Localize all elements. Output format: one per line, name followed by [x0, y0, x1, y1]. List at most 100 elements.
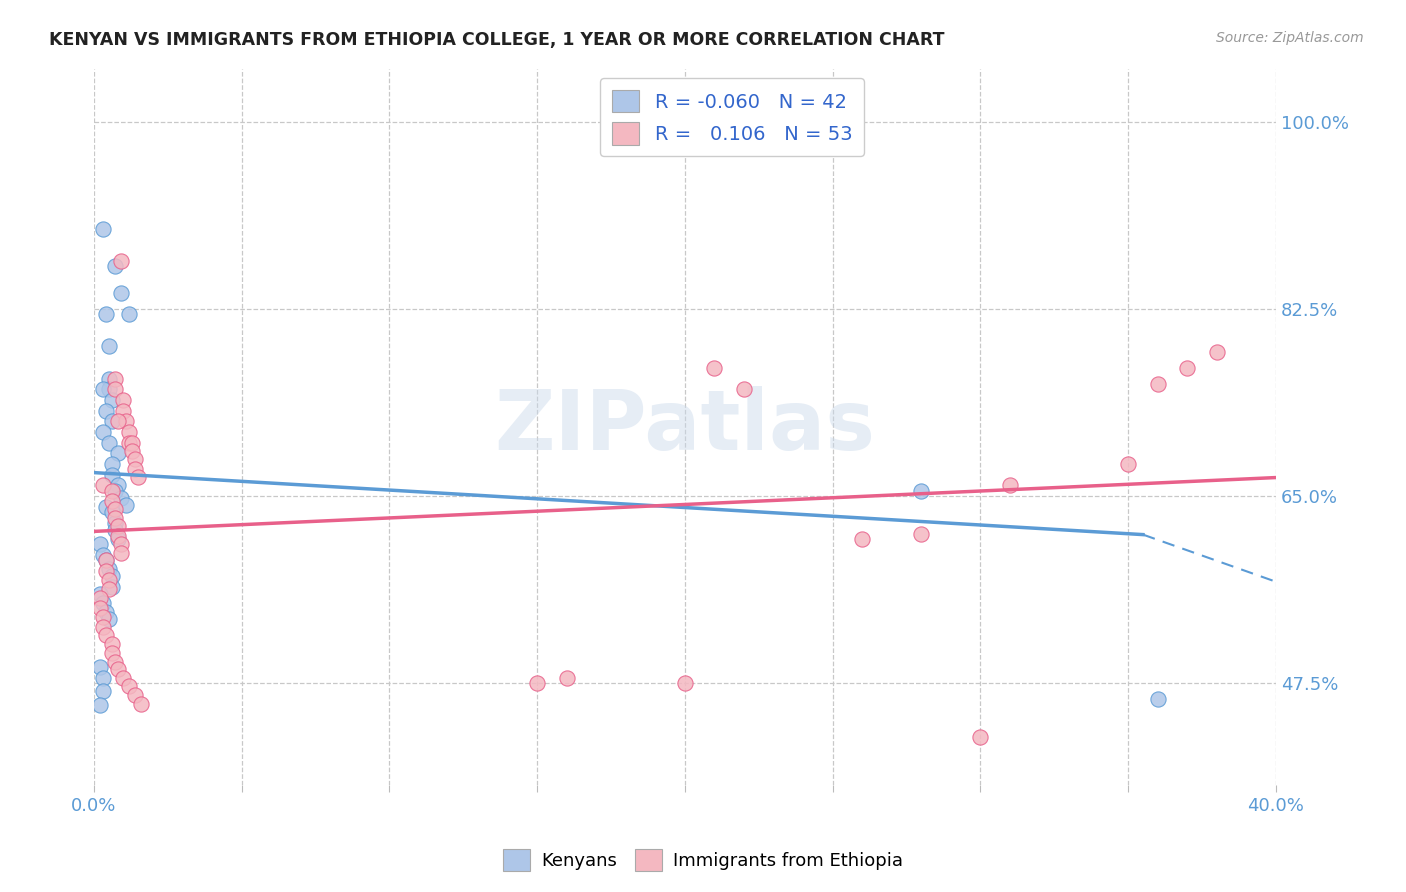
- Point: [94, 605, 117, 619]
- Point: [97, 573, 120, 587]
- Point: [91, 683, 114, 698]
- Point: [104, 655, 127, 669]
- Point: [97, 339, 120, 353]
- Point: [129, 697, 152, 711]
- Point: [100, 569, 122, 583]
- Point: [118, 307, 141, 321]
- Point: [121, 435, 143, 450]
- Point: [97, 371, 120, 385]
- Point: [100, 457, 122, 471]
- Point: [100, 505, 122, 519]
- Point: [104, 516, 127, 530]
- Point: [97, 562, 120, 576]
- Point: [104, 371, 127, 385]
- Point: [107, 519, 129, 533]
- Point: [526, 676, 548, 690]
- Text: Source: ZipAtlas.com: Source: ZipAtlas.com: [1216, 31, 1364, 45]
- Point: [107, 532, 129, 546]
- Point: [91, 619, 114, 633]
- Point: [673, 676, 696, 690]
- Point: [124, 451, 146, 466]
- Point: [107, 662, 129, 676]
- Point: [107, 414, 129, 428]
- Point: [104, 510, 127, 524]
- Point: [703, 360, 725, 375]
- Point: [1146, 692, 1168, 706]
- Point: [100, 467, 122, 482]
- Point: [121, 444, 143, 458]
- Legend: Kenyans, Immigrants from Ethiopia: Kenyans, Immigrants from Ethiopia: [496, 842, 910, 879]
- Point: [94, 553, 117, 567]
- Point: [115, 414, 138, 428]
- Point: [104, 524, 127, 538]
- Point: [94, 553, 117, 567]
- Point: [89, 698, 111, 712]
- Point: [110, 546, 132, 560]
- Point: [89, 601, 111, 615]
- Point: [89, 660, 111, 674]
- Point: [89, 591, 111, 605]
- Point: [100, 414, 122, 428]
- Point: [91, 596, 114, 610]
- Point: [104, 260, 127, 274]
- Text: KENYAN VS IMMIGRANTS FROM ETHIOPIA COLLEGE, 1 YEAR OR MORE CORRELATION CHART: KENYAN VS IMMIGRANTS FROM ETHIOPIA COLLE…: [49, 31, 945, 49]
- Point: [910, 526, 932, 541]
- Point: [97, 435, 120, 450]
- Point: [100, 580, 122, 594]
- Text: ZIPatlas: ZIPatlas: [495, 386, 876, 467]
- Point: [100, 494, 122, 508]
- Point: [94, 403, 117, 417]
- Point: [91, 671, 114, 685]
- Point: [107, 529, 129, 543]
- Point: [97, 582, 120, 596]
- Point: [110, 254, 132, 268]
- Point: [94, 307, 117, 321]
- Point: [110, 285, 132, 300]
- Point: [555, 671, 578, 685]
- Point: [110, 491, 132, 506]
- Point: [100, 392, 122, 407]
- Point: [94, 564, 117, 578]
- Point: [100, 483, 122, 498]
- Point: [112, 392, 135, 407]
- Point: [89, 587, 111, 601]
- Point: [112, 671, 135, 685]
- Point: [118, 680, 141, 694]
- Point: [107, 446, 129, 460]
- Point: [110, 537, 132, 551]
- Point: [104, 483, 127, 498]
- Point: [97, 382, 120, 396]
- Point: [104, 382, 127, 396]
- Point: [127, 470, 149, 484]
- Legend: R = -0.060   N = 42, R =   0.106   N = 53: R = -0.060 N = 42, R = 0.106 N = 53: [600, 78, 865, 156]
- Point: [112, 403, 135, 417]
- Point: [107, 478, 129, 492]
- Point: [1116, 457, 1139, 471]
- Point: [104, 502, 127, 516]
- Point: [91, 382, 114, 396]
- Point: [1205, 344, 1227, 359]
- Point: [998, 478, 1021, 492]
- Point: [124, 688, 146, 702]
- Point: [94, 628, 117, 642]
- Point: [91, 222, 114, 236]
- Point: [91, 425, 114, 439]
- Point: [733, 382, 755, 396]
- Point: [910, 483, 932, 498]
- Point: [100, 646, 122, 660]
- Point: [89, 537, 111, 551]
- Point: [97, 612, 120, 626]
- Point: [91, 478, 114, 492]
- Point: [969, 730, 991, 744]
- Point: [851, 532, 873, 546]
- Point: [91, 548, 114, 562]
- Point: [118, 435, 141, 450]
- Point: [100, 637, 122, 651]
- Point: [91, 610, 114, 624]
- Point: [1146, 376, 1168, 391]
- Point: [94, 500, 117, 514]
- Point: [1175, 360, 1198, 375]
- Point: [124, 462, 146, 476]
- Point: [115, 498, 138, 512]
- Point: [118, 425, 141, 439]
